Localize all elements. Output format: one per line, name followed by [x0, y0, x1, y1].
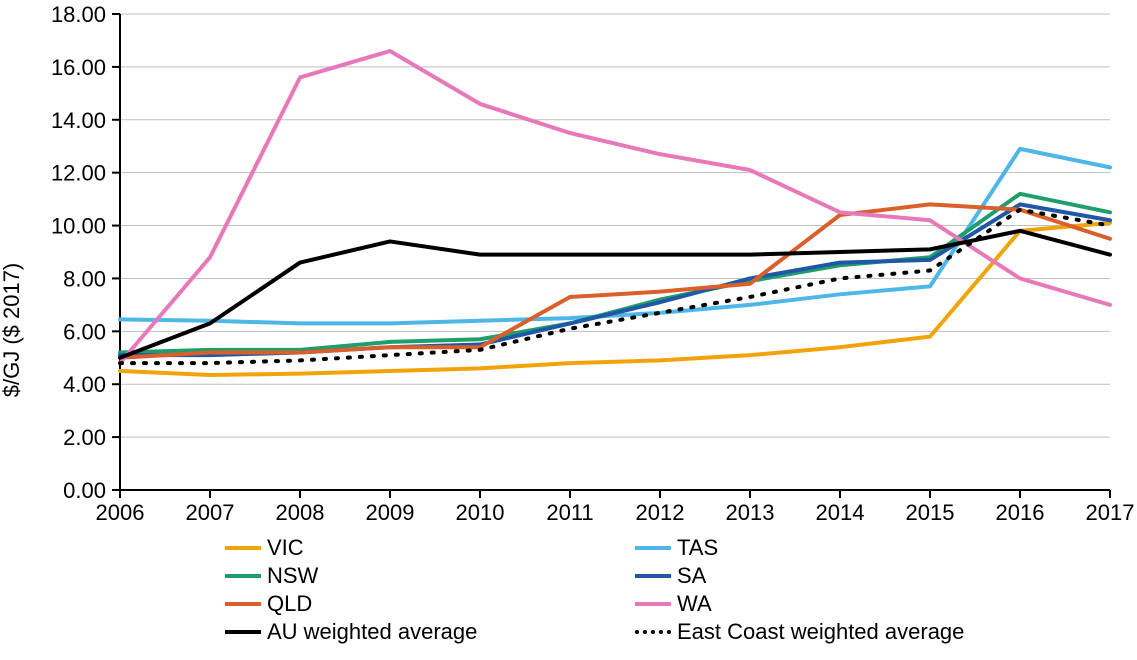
- x-tick-label: 2008: [276, 500, 325, 525]
- legend-item: AU weighted average: [225, 618, 477, 646]
- legend-label: QLD: [267, 591, 312, 617]
- legend-item: QLD: [225, 590, 477, 618]
- legend-swatch: [225, 574, 261, 578]
- x-tick-label: 2010: [456, 500, 505, 525]
- legend-item: VIC: [225, 534, 477, 562]
- y-tick-label: 16.00: [51, 55, 106, 80]
- legend-label: East Coast weighted average: [677, 619, 964, 645]
- x-tick-label: 2015: [906, 500, 955, 525]
- series-qld: [120, 204, 1110, 357]
- legend-swatch: [225, 630, 261, 634]
- legend-swatch: [225, 546, 261, 550]
- y-axis-label: $/GJ ($ 2017): [0, 263, 25, 398]
- legend-swatch: [635, 602, 671, 606]
- y-tick-label: 10.00: [51, 214, 106, 239]
- y-tick-label: 14.00: [51, 108, 106, 133]
- gas-price-chart: $/GJ ($ 2017) 0.002.004.006.008.0010.001…: [0, 0, 1137, 660]
- legend-swatch: [635, 630, 671, 634]
- x-tick-label: 2012: [636, 500, 685, 525]
- x-tick-label: 2014: [816, 500, 865, 525]
- legend-item: East Coast weighted average: [635, 618, 964, 646]
- x-tick-label: 2007: [186, 500, 235, 525]
- x-tick-label: 2006: [96, 500, 145, 525]
- legend-item: NSW: [225, 562, 477, 590]
- x-tick-label: 2016: [996, 500, 1045, 525]
- legend-swatch: [635, 574, 671, 578]
- legend-column-right: TASSAWAEast Coast weighted average: [635, 534, 964, 646]
- y-tick-label: 4.00: [63, 372, 106, 397]
- x-tick-label: 2009: [366, 500, 415, 525]
- legend-swatch: [225, 602, 261, 606]
- legend-item: WA: [635, 590, 964, 618]
- series-sa: [120, 204, 1110, 355]
- legend-label: SA: [677, 563, 706, 589]
- y-tick-label: 18.00: [51, 2, 106, 27]
- legend-label: TAS: [677, 535, 718, 561]
- x-tick-label: 2017: [1086, 500, 1135, 525]
- legend-label: WA: [677, 591, 712, 617]
- y-tick-label: 2.00: [63, 425, 106, 450]
- chart-canvas: 0.002.004.006.008.0010.0012.0014.0016.00…: [0, 0, 1137, 660]
- y-tick-label: 8.00: [63, 266, 106, 291]
- x-tick-label: 2011: [546, 500, 593, 525]
- series-nsw: [120, 194, 1110, 353]
- legend-label: AU weighted average: [267, 619, 477, 645]
- legend-column-left: VICNSWQLDAU weighted average: [225, 534, 477, 646]
- legend-item: TAS: [635, 534, 964, 562]
- y-tick-label: 12.00: [51, 161, 106, 186]
- x-tick-label: 2013: [726, 500, 775, 525]
- y-tick-label: 6.00: [63, 319, 106, 344]
- legend-label: NSW: [267, 563, 318, 589]
- legend-swatch: [635, 546, 671, 550]
- legend-item: SA: [635, 562, 964, 590]
- legend-label: VIC: [267, 535, 304, 561]
